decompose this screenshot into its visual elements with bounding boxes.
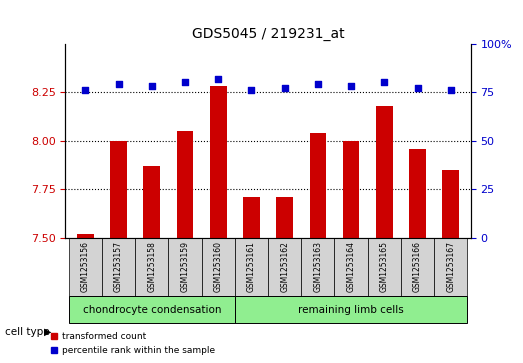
Point (81, 87, 89, 93)
FancyBboxPatch shape (335, 238, 368, 296)
Bar (177, 131, 194, 238)
FancyBboxPatch shape (201, 238, 235, 296)
Text: GSM1253162: GSM1253162 (280, 241, 289, 292)
Text: GSM1253156: GSM1253156 (81, 241, 90, 292)
FancyBboxPatch shape (434, 238, 468, 296)
FancyBboxPatch shape (102, 238, 135, 296)
Text: ▶: ▶ (44, 327, 52, 337)
Bar (243, 197, 260, 238)
Text: remaining limb cells: remaining limb cells (298, 305, 404, 315)
Point (347, 83, 355, 89)
Point (314, 81, 322, 87)
Text: GSM1253158: GSM1253158 (147, 241, 156, 292)
Bar (276, 197, 293, 238)
Text: GSM1253166: GSM1253166 (413, 241, 422, 292)
FancyBboxPatch shape (168, 238, 201, 296)
Bar (376, 106, 393, 238)
Bar (210, 86, 226, 238)
Bar (143, 166, 160, 238)
Text: cell type: cell type (5, 327, 50, 337)
Point (447, 87, 455, 93)
Text: GSM1253159: GSM1253159 (180, 241, 189, 292)
FancyBboxPatch shape (301, 238, 335, 296)
Text: GSM1253167: GSM1253167 (446, 241, 455, 292)
Bar (409, 148, 426, 238)
Text: GSM1253161: GSM1253161 (247, 241, 256, 292)
Point (280, 85, 289, 91)
Point (181, 79, 189, 85)
Point (380, 79, 389, 85)
FancyBboxPatch shape (401, 238, 434, 296)
FancyBboxPatch shape (235, 238, 268, 296)
Point (147, 83, 156, 89)
FancyBboxPatch shape (268, 238, 301, 296)
Text: chondrocyte condensation: chondrocyte condensation (83, 305, 221, 315)
Text: GSM1253164: GSM1253164 (347, 241, 356, 292)
Text: GSM1253163: GSM1253163 (313, 241, 322, 292)
Text: GSM1253165: GSM1253165 (380, 241, 389, 292)
Bar (310, 133, 326, 238)
FancyBboxPatch shape (69, 296, 235, 323)
FancyBboxPatch shape (368, 238, 401, 296)
Point (413, 85, 422, 91)
Bar (442, 170, 459, 238)
FancyBboxPatch shape (135, 238, 168, 296)
Bar (343, 141, 359, 238)
Bar (110, 141, 127, 238)
FancyBboxPatch shape (235, 296, 468, 323)
Title: GDS5045 / 219231_at: GDS5045 / 219231_at (192, 27, 344, 41)
Text: GSM1253160: GSM1253160 (214, 241, 223, 292)
Legend: transformed count, percentile rank within the sample: transformed count, percentile rank withi… (47, 329, 219, 359)
Point (214, 76, 222, 81)
Point (115, 81, 123, 87)
Bar (77, 234, 94, 238)
Text: GSM1253157: GSM1253157 (114, 241, 123, 292)
FancyBboxPatch shape (69, 238, 102, 296)
Point (247, 87, 256, 93)
